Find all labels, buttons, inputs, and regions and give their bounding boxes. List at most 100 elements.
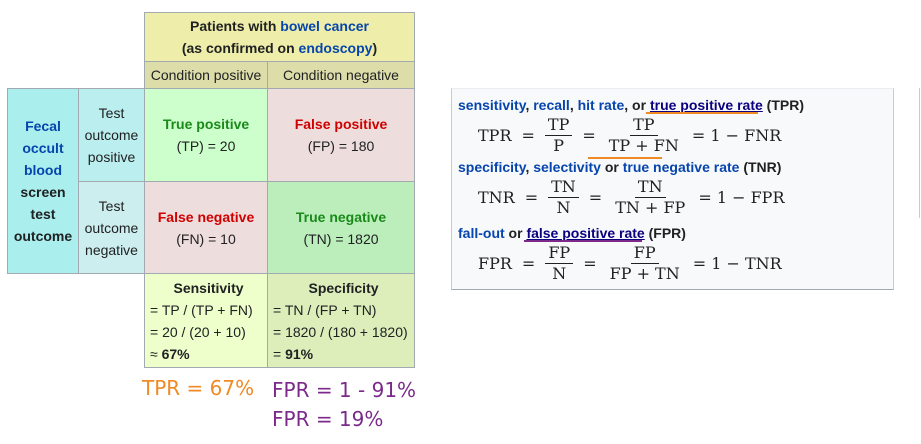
tpr-f2-den: TP + FN	[608, 135, 679, 155]
tnr-abbr: (TNR)	[743, 159, 782, 175]
fecal-occult-blood-link[interactable]: Fecal occult blood	[22, 115, 63, 181]
row-header-test-positive: Test outcome positive	[78, 88, 145, 182]
true-negative-cell: True negative (TN) = 1820	[267, 181, 415, 274]
true-positive-value: (TP) = 20	[176, 138, 236, 154]
tnr-fraction-1: TN N	[548, 177, 579, 218]
tnr-f2-num: TN	[634, 177, 666, 198]
tpr-f1-den: P	[553, 135, 564, 155]
sensitivity-title: Sensitivity	[173, 279, 244, 296]
row-group-header: Fecal occult blood screen test outcome	[7, 88, 79, 274]
header-line1-text: Patients with	[190, 18, 281, 34]
fpr-definition-line: fall-out or false positive rate (FPR)	[458, 225, 686, 241]
fpr-eq-rhs: = 1 − TNR	[692, 253, 782, 273]
fpr-fraction-2: FP FP + TN	[607, 243, 683, 284]
false-positive-value: (FP) = 180	[307, 138, 375, 154]
specificity-result: = 91%	[273, 343, 313, 365]
tpr-sep-1: ,	[525, 97, 534, 113]
true-positive-title: True positive	[162, 116, 250, 132]
column-header-condition-negative: Condition negative	[267, 61, 415, 89]
false-positive-cell: False positive (FP) = 180	[267, 88, 415, 182]
tpr-sep-2: ,	[569, 97, 578, 113]
sensitivity-percent: 67%	[161, 345, 190, 362]
specificity-link[interactable]: specificity	[458, 159, 526, 175]
tpr-equation: TPR = TP P = TP TP + FN = 1 − FNR	[478, 114, 782, 156]
test-word: test	[30, 206, 56, 222]
tpr-orange-mark	[588, 157, 662, 159]
fpr-fraction-1: FP N	[545, 243, 574, 284]
right-edge-divider	[919, 88, 920, 218]
blood-word: blood	[23, 162, 63, 178]
fpr-f2-num: FP	[630, 243, 659, 264]
selectivity-link[interactable]: selectivity	[533, 159, 601, 175]
tpr-eq-lhs: TPR	[478, 125, 512, 145]
tpr-definition-line: sensitivity, recall, hit rate, or true p…	[458, 97, 804, 113]
false-positive-title: False positive	[294, 116, 388, 132]
tnr-f2-den: TN + FP	[615, 197, 686, 217]
tpr-fraction-1: TP P	[544, 115, 573, 156]
row-negative-line2: outcome	[84, 219, 139, 236]
specificity-substitution: = 1820 / (180 + 1820)	[273, 323, 408, 340]
sensitivity-substitution: = 20 / (20 + 10)	[150, 323, 246, 340]
tpr-f2-num: TP	[630, 115, 658, 136]
table-header-patients: Patients with bowel cancer (as confirmed…	[144, 12, 415, 62]
row-header-test-negative: Test outcome negative	[78, 181, 145, 274]
tpr-abbr: (TPR)	[766, 97, 804, 113]
fpr-sep-1: or	[504, 225, 527, 241]
occult-word: occult	[22, 140, 64, 156]
fpr-eq-lhs: FPR	[478, 253, 512, 273]
rate-formulas-panel: sensitivity, recall, hit rate, or true p…	[451, 88, 894, 290]
tpr-eq-rhs: = 1 − FNR	[691, 125, 782, 145]
outcome-word: outcome	[13, 228, 73, 244]
tnr-eq-rhs: = 1 − FPR	[698, 187, 785, 207]
fpr-f2-den: FP + TN	[609, 263, 680, 283]
tnr-f1-num: TN	[548, 177, 579, 198]
tnr-f1-den: N	[556, 197, 571, 217]
true-negative-title: True negative	[295, 208, 387, 225]
tpr-f1-num: TP	[544, 115, 573, 136]
tnr-eq-lhs: TNR	[478, 187, 515, 207]
specificity-formula: = TN / (FP + TN)	[273, 301, 377, 318]
true-positive-cell: True positive (TP) = 20	[144, 88, 268, 182]
false-negative-value: (FN) = 10	[176, 230, 236, 247]
tpr-annotation: TPR = 67%	[142, 376, 255, 400]
row-positive-line1: Test	[98, 105, 125, 121]
false-negative-title: False negative	[157, 208, 255, 225]
tnr-sep-2: or	[600, 159, 623, 175]
condition-negative-label: Condition negative	[283, 67, 399, 83]
sensitivity-formula: = TP / (TP + FN)	[150, 301, 253, 318]
hit-rate-link[interactable]: hit rate	[577, 97, 625, 113]
false-positive-rate-link[interactable]: false positive rate	[526, 225, 645, 241]
screen-word: screen	[20, 184, 66, 200]
endoscopy-link[interactable]: endoscopy	[298, 40, 373, 56]
row-negative-line1: Test	[98, 197, 125, 214]
true-negative-value: (TN) = 1820	[303, 230, 379, 247]
recall-link[interactable]: recall	[533, 97, 570, 113]
fpr-purple-underline	[524, 240, 642, 242]
true-negative-rate-link[interactable]: true negative rate	[622, 159, 740, 175]
tpr-orange-underline	[646, 112, 758, 114]
tpr-sep-3: , or	[624, 97, 650, 113]
true-positive-rate-link[interactable]: true positive rate	[649, 97, 763, 113]
fall-out-link[interactable]: fall-out	[458, 225, 505, 241]
fpr-annotation-line2: FPR = 19%	[272, 407, 384, 431]
condition-positive-label: Condition positive	[150, 67, 262, 83]
specificity-equals: =	[273, 345, 286, 362]
fecal-word: Fecal	[25, 118, 61, 134]
sensitivity-result: ≈ 67%	[150, 343, 190, 365]
fpr-annotation-line1: FPR = 1 - 91%	[272, 378, 417, 402]
fpr-f1-den: N	[552, 263, 567, 283]
specificity-title: Specificity	[308, 279, 379, 296]
bowel-cancer-link[interactable]: bowel cancer	[280, 18, 369, 34]
fpr-equation: FPR = FP N = FP FP + TN = 1 − TNR	[478, 242, 782, 284]
tpr-fraction-2: TP TP + FN	[606, 115, 682, 156]
specificity-cell: Specificity = TN / (FP + TN) = 1820 / (1…	[267, 273, 415, 368]
tnr-equation: TNR = TN N = TN TN + FP = 1 − FPR	[478, 176, 785, 218]
row-negative-line3: negative	[85, 241, 138, 258]
row-positive-line2: outcome	[84, 127, 139, 143]
column-header-condition-positive: Condition positive	[144, 61, 268, 89]
specificity-percent: 91%	[285, 345, 314, 362]
fpr-f1-num: FP	[545, 243, 574, 264]
sensitivity-link[interactable]: sensitivity	[458, 97, 526, 113]
sensitivity-cell: Sensitivity = TP / (TP + FN) = 20 / (20 …	[144, 273, 268, 368]
row-positive-line3: positive	[87, 149, 136, 165]
